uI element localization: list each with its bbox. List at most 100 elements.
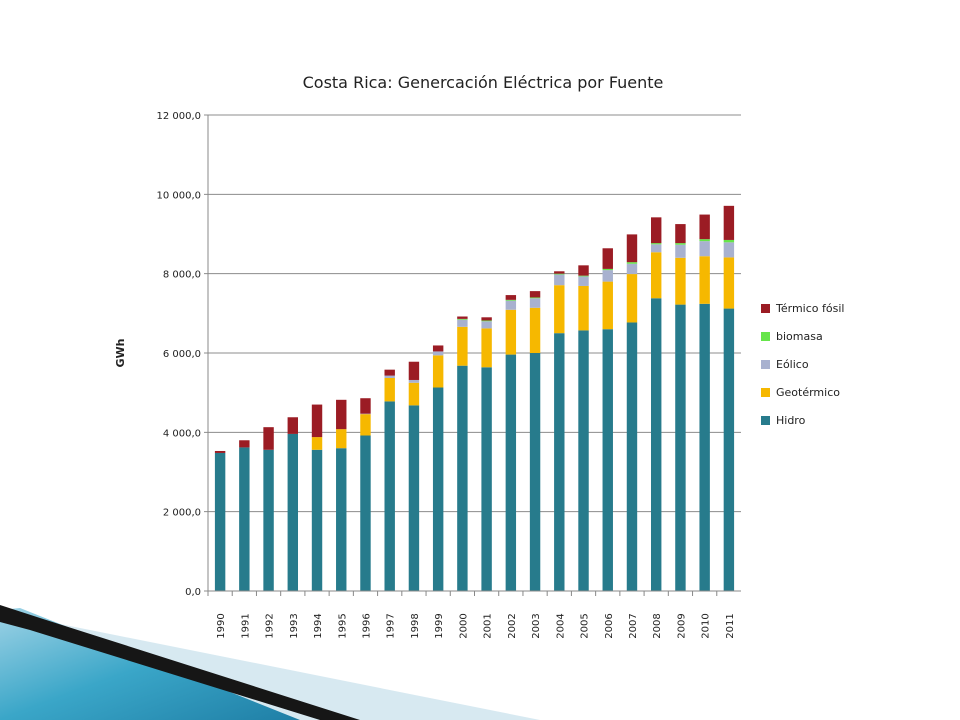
x-tick-label: 2004	[555, 613, 566, 638]
bar-e-lico-2001	[481, 321, 492, 329]
bar-geot-rmico-1998	[408, 382, 420, 406]
y-tick-label: 6 000,0	[163, 349, 201, 360]
x-tick-label: 2008	[652, 613, 663, 638]
x-tick-labels: 1990 1991 1992 1993 1994 1995 1996 1997 1998 1999…	[216, 613, 736, 638]
bar-e-lico-2005	[578, 276, 589, 286]
bar-e-lico-1998	[408, 379, 420, 383]
bar-hidro-1998	[408, 405, 420, 591]
x-tick-label: 1997	[386, 613, 397, 638]
bar-e-lico-1997	[384, 375, 395, 378]
bar-biomasa-2002	[505, 299, 517, 301]
y-tick-label: 4 000,0	[163, 428, 201, 439]
bar-hidro-1996	[360, 435, 371, 591]
bar-t-rmico-f-sil-2007	[626, 234, 638, 263]
bar-geot-rmico-1997	[384, 377, 395, 402]
bar-hidro-2011	[723, 308, 735, 591]
bar-t-rmico-f-sil-1998	[408, 361, 420, 380]
bar-geot-rmico-2005	[578, 285, 589, 331]
bar-hidro-2007	[626, 322, 638, 591]
bar-geot-rmico-1994	[311, 437, 323, 450]
x-tick-label: 2000	[458, 613, 469, 638]
bar-biomasa-2005	[578, 275, 589, 277]
bar-hidro-1999	[432, 387, 444, 591]
bar-e-lico-2008	[650, 244, 662, 253]
bar-biomasa-2003	[529, 297, 541, 299]
decoration-light-band	[0, 620, 540, 720]
bar-biomasa-2008	[650, 243, 662, 245]
bar-e-lico-1999	[432, 351, 444, 356]
legend-label: Geotérmico	[776, 386, 840, 399]
bar-hidro-1995	[336, 448, 347, 591]
chart-title: Costa Rica: Genercación Eléctrica por Fu…	[303, 73, 664, 92]
bar-hidro-2005	[578, 330, 589, 591]
bar-biomasa-2007	[626, 262, 638, 264]
bar-hidro-1997	[384, 401, 395, 591]
bar-biomasa-2000	[457, 318, 468, 320]
y-axis-label: GWh	[114, 339, 127, 368]
x-tick-label: 2001	[483, 613, 494, 638]
bar-e-lico-2011	[723, 242, 735, 258]
bar-t-rmico-f-sil-2004	[554, 271, 565, 274]
bar-e-lico-1996	[360, 413, 371, 415]
bar-t-rmico-f-sil-1996	[360, 398, 371, 414]
x-tick-label: 1993	[289, 613, 300, 638]
bars	[207, 205, 735, 596]
bar-geot-rmico-2010	[699, 256, 710, 304]
bar-t-rmico-f-sil-1997	[384, 369, 395, 376]
legend-label: Eólico	[776, 358, 809, 371]
legend-swatch	[761, 304, 770, 313]
legend-swatch	[761, 360, 770, 369]
legend-swatch	[761, 416, 770, 425]
bar-t-rmico-f-sil-2001	[481, 317, 492, 321]
bar-hidro-2002	[505, 354, 517, 591]
legend: Térmico fósil biomasa Eólico Geotérmico Hidr…	[761, 302, 844, 427]
bar-hidro-1991	[239, 447, 250, 591]
x-tick-label: 2003	[531, 613, 542, 638]
bar-e-lico-2007	[626, 263, 638, 275]
bar-t-rmico-f-sil-1990	[214, 450, 226, 453]
x-tick-label: 2007	[628, 613, 639, 638]
y-tick-label: 12 000,0	[156, 111, 201, 122]
bar-t-rmico-f-sil-1992	[263, 427, 274, 450]
legend-swatch	[761, 332, 770, 341]
x-tick-label: 1992	[265, 613, 276, 638]
y-tick-label: 0,0	[185, 587, 201, 598]
x-tick-label: 1991	[240, 613, 251, 638]
bar-e-lico-2002	[505, 300, 517, 310]
bar-geot-rmico-2006	[602, 281, 613, 330]
slide-decoration	[0, 605, 540, 720]
bar-geot-rmico-2000	[457, 326, 468, 366]
bar-geot-rmico-2003	[529, 307, 541, 353]
bar-t-rmico-f-sil-1995	[336, 399, 347, 430]
x-tick-label: 1996	[361, 613, 372, 638]
bar-geot-rmico-2008	[650, 252, 662, 299]
x-tick-label: 1998	[410, 613, 421, 638]
bar-geot-rmico-2007	[626, 274, 638, 323]
bar-biomasa-2011	[723, 239, 735, 243]
bar-geot-rmico-1995	[336, 429, 347, 449]
bar-hidro-2008	[650, 298, 662, 591]
bar-hidro-1994	[311, 449, 323, 591]
bar-geot-rmico-2002	[505, 309, 517, 355]
x-tick-label: 2005	[580, 613, 591, 638]
bar-t-rmico-f-sil-1999	[432, 345, 444, 352]
x-tick-label: 2009	[676, 613, 687, 638]
y-tick-label: 8 000,0	[163, 270, 201, 281]
x-tick-label: 1990	[216, 613, 227, 638]
bar-t-rmico-f-sil-2006	[602, 248, 613, 269]
bar-geot-rmico-2009	[675, 257, 686, 305]
x-tick-label: 2011	[725, 613, 736, 638]
bar-hidro-1992	[263, 449, 274, 591]
bar-hidro-2004	[554, 333, 565, 591]
bar-hidro-2003	[529, 353, 541, 591]
bar-geot-rmico-2011	[723, 257, 735, 309]
legend-label: Térmico fósil	[775, 302, 844, 315]
bar-biomasa-2001	[481, 320, 492, 322]
bar-biomasa-2010	[699, 239, 710, 242]
bar-biomasa-2009	[675, 243, 686, 245]
bar-e-lico-2009	[675, 244, 686, 258]
bar-hidro-2001	[481, 367, 492, 591]
bar-t-rmico-f-sil-1991	[239, 440, 250, 448]
bar-t-rmico-f-sil-2003	[529, 291, 541, 298]
